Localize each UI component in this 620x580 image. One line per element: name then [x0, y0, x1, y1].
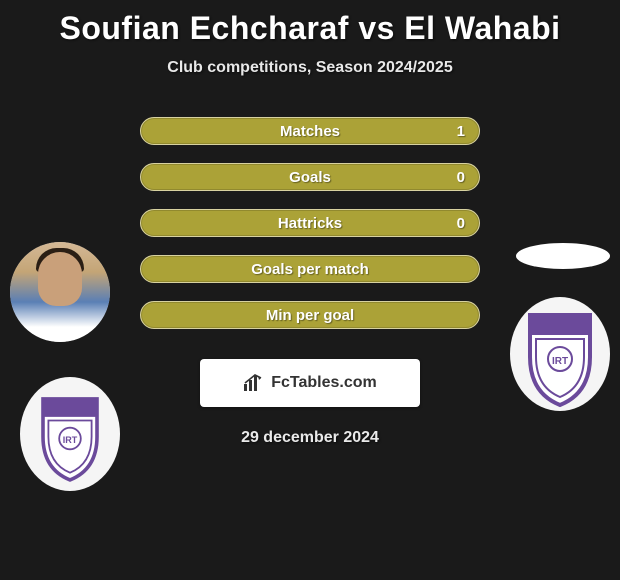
- stat-right-value: 0: [457, 215, 465, 232]
- stat-row-matches: Matches 1: [140, 117, 480, 145]
- svg-text:IRT: IRT: [552, 356, 568, 367]
- stat-label: Matches: [280, 123, 340, 140]
- source-badge: FcTables.com: [200, 359, 420, 407]
- player-right-placeholder: [516, 243, 610, 269]
- stat-right-value: 1: [457, 123, 465, 140]
- club-right-badge: IRT: [510, 297, 610, 411]
- stat-right-value: 0: [457, 169, 465, 186]
- stat-label: Goals per match: [251, 261, 369, 278]
- stat-row-goals: Goals 0: [140, 163, 480, 191]
- stat-label: Min per goal: [266, 307, 354, 324]
- stat-label: Hattricks: [278, 215, 342, 232]
- stat-row-goals-per-match: Goals per match: [140, 255, 480, 283]
- svg-text:IRT: IRT: [63, 435, 78, 445]
- player-left-avatar: [10, 242, 110, 342]
- stat-row-hattricks: Hattricks 0: [140, 209, 480, 237]
- stat-rows: Matches 1 Goals 0 Hattricks 0 Goals per …: [140, 117, 480, 329]
- stat-label: Goals: [289, 169, 331, 186]
- subtitle: Club competitions, Season 2024/2025: [0, 59, 620, 77]
- chart-icon: [243, 374, 265, 392]
- source-name: FcTables.com: [271, 374, 377, 392]
- comparison-panel: IRT IRT Matches 1 Goals 0 Hattricks: [0, 117, 620, 447]
- page-title: Soufian Echcharaf vs El Wahabi: [0, 0, 620, 47]
- stat-row-min-per-goal: Min per goal: [140, 301, 480, 329]
- club-left-badge: IRT: [20, 377, 120, 491]
